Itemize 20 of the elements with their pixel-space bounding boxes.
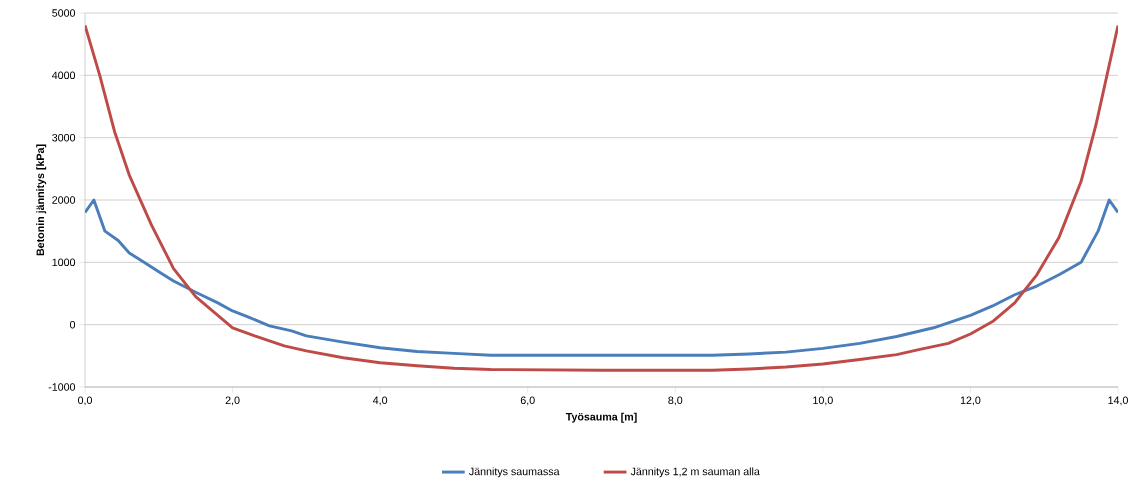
x-tick-label: 8,0: [668, 396, 683, 406]
x-tick-label: 12,0: [960, 396, 981, 406]
x-axis-title: Työsauma [m]: [565, 412, 637, 423]
x-tick-label: 10,0: [813, 396, 833, 406]
y-tick-label: 4000: [52, 71, 76, 80]
y-tick-label: 2000: [52, 196, 76, 204]
y-tick-label: 1000: [52, 258, 76, 267]
legend-label: Jännitys 1,2 m sauman alla: [630, 467, 760, 478]
y-axis-title: Betonin jännitys [kPa]: [36, 144, 47, 256]
x-tick-label: 2,0: [225, 396, 240, 406]
y-tick-label: -1000: [48, 383, 76, 391]
y-tick-label: 3000: [52, 133, 76, 142]
x-tick-label: 14,0: [1108, 396, 1128, 406]
y-tick-label: 0: [69, 320, 76, 329]
x-tick-label: 4,0: [372, 396, 388, 406]
line-series: [85, 23, 1119, 372]
x-tick-label: 6,0: [520, 396, 535, 406]
y-tick-label: 5000: [52, 9, 76, 17]
legend-label: Jännitys saumassa: [469, 467, 560, 478]
x-tick-label: 0,0: [78, 396, 93, 406]
